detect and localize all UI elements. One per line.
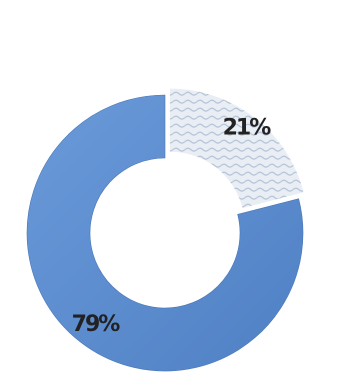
slice-label-79: 79% <box>72 312 121 337</box>
slice-79 <box>26 94 304 372</box>
labels-layer: 21% 79% <box>72 116 274 337</box>
slice-label-21: 21% <box>223 116 272 141</box>
slice-21 <box>169 88 304 209</box>
slices-layer <box>26 88 304 372</box>
